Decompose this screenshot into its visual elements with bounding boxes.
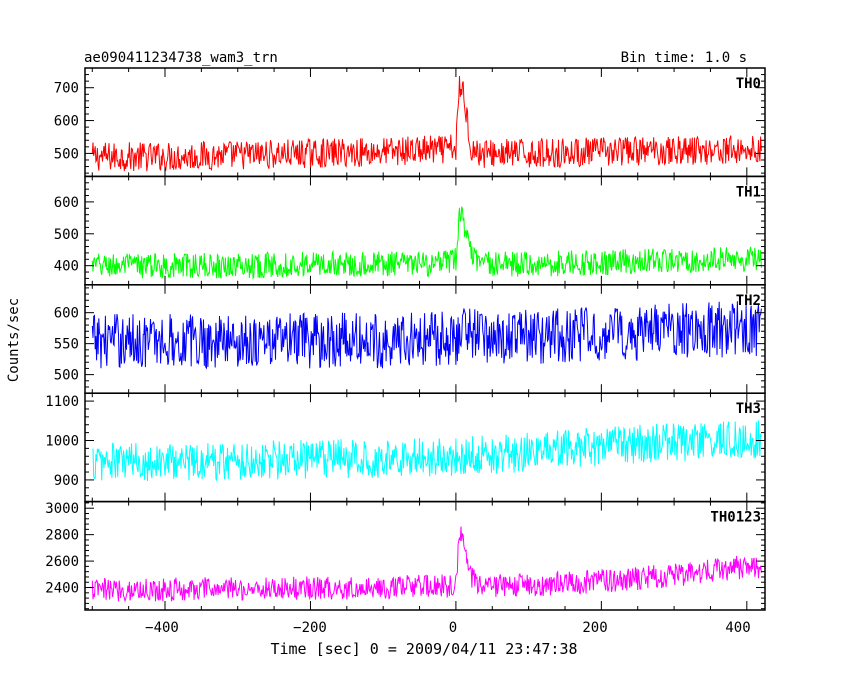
- y-tick-label: 2800: [45, 528, 79, 544]
- x-axis-label: Time [sec] 0 = 2009/04/11 23:47:38: [270, 640, 577, 658]
- x-tick-label: 200: [582, 620, 607, 636]
- series-label-th0123: TH0123: [710, 510, 761, 526]
- y-tick-label: 1100: [45, 394, 79, 410]
- series-label-th2: TH2: [736, 293, 761, 309]
- y-tick-label: 600: [54, 114, 79, 130]
- y-tick-label: 500: [54, 146, 79, 162]
- panels: 500 600 700 TH0 400 500 600 TH1 500 550 600 TH2 900 1…: [45, 67, 766, 611]
- y-tick-label: 2600: [45, 554, 79, 570]
- series-label-th3: TH3: [736, 401, 761, 417]
- series-label-th0: TH0: [736, 76, 761, 92]
- y-tick-label: 1000: [45, 434, 79, 450]
- y-tick-label: 3000: [45, 501, 79, 517]
- y-axis-label: Counts/sec: [6, 298, 22, 382]
- panel-frame: [84, 500, 766, 611]
- bin-time-label: Bin time: 1.0 s: [621, 50, 747, 66]
- y-tick-label: 500: [54, 227, 79, 243]
- series-line-th2: [91, 301, 762, 370]
- series-line-th0123: [91, 526, 762, 603]
- panel-th2: 500 550 600 TH2: [54, 284, 766, 394]
- series-line-th1: [91, 206, 762, 280]
- y-tick-label: 900: [54, 473, 79, 489]
- series-line-th3: [92, 420, 762, 482]
- panel-frame: [84, 392, 766, 503]
- x-tick-label: −400: [145, 620, 179, 636]
- y-tick-label: 2400: [45, 581, 79, 597]
- series-line-th0: [91, 75, 762, 172]
- x-tick-label: 400: [725, 620, 750, 636]
- y-tick-label: 400: [54, 259, 79, 275]
- x-tick-label: 0: [449, 620, 457, 636]
- series-label-th1: TH1: [736, 184, 761, 200]
- x-tick-labels: −400 −200 0 200 400: [145, 620, 751, 636]
- y-tick-label: 550: [54, 337, 79, 353]
- panel-th1: 400 500 600 TH1: [54, 175, 766, 286]
- y-tick-label: 600: [54, 195, 79, 211]
- y-tick-label: 500: [54, 368, 79, 384]
- panel-th0123: 2400 2600 2800 3000 TH0123: [45, 500, 766, 611]
- plot-title: ae090411234738_wam3_trn: [84, 50, 278, 66]
- y-tick-label: 700: [54, 81, 79, 97]
- panel-th3: 900 1000 1100 TH3: [45, 392, 766, 503]
- panel-th0: 500 600 700 TH0: [54, 67, 766, 178]
- x-tick-label: −200: [293, 620, 327, 636]
- y-tick-label: 600: [54, 306, 79, 322]
